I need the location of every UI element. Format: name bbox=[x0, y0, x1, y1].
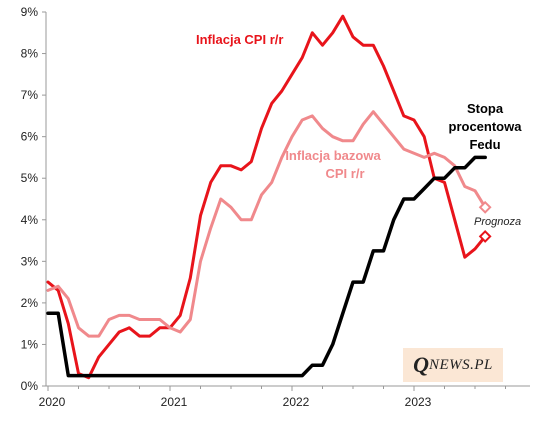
y-tick-label: 4% bbox=[21, 213, 39, 227]
forecast-label: Prognoza bbox=[474, 216, 521, 228]
core-cpi-forecast-marker bbox=[478, 200, 492, 214]
fed-series-label-line2: procentowa bbox=[449, 119, 523, 134]
x-axis-ticks: 2020 2021 2022 2023 bbox=[39, 386, 506, 409]
core-series-label-line1: Inflacja bazowa bbox=[285, 148, 381, 163]
fed-rate-series-line bbox=[46, 155, 487, 378]
x-tick-label: 2021 bbox=[161, 395, 188, 409]
y-tick-label: 6% bbox=[21, 130, 39, 144]
fed-series-label-line3: Fedu bbox=[469, 137, 500, 152]
y-tick-label: 2% bbox=[21, 296, 39, 310]
logo-q: Q bbox=[413, 352, 429, 377]
y-tick-label: 1% bbox=[21, 337, 39, 351]
y-tick-label: 5% bbox=[21, 171, 39, 185]
y-tick-label: 8% bbox=[21, 47, 39, 61]
logo-text: NEWS.PL bbox=[428, 356, 493, 373]
core-cpi-series-line bbox=[46, 110, 487, 338]
y-tick-label: 3% bbox=[21, 254, 39, 268]
qnews-logo: Q NEWS.PL bbox=[403, 348, 503, 382]
cpi-series-label: Inflacja CPI r/r bbox=[196, 32, 283, 47]
y-axis-ticks: 0% 1% 2% 3% 4% 5% 6% 7% 8% 9% bbox=[21, 5, 46, 393]
y-tick-label: 0% bbox=[21, 379, 39, 393]
cpi-series-line bbox=[46, 14, 487, 380]
forecast-markers bbox=[478, 200, 492, 243]
y-tick-label: 9% bbox=[21, 5, 39, 19]
x-tick-label: 2023 bbox=[405, 395, 432, 409]
core-series-label-line2: CPI r/r bbox=[325, 166, 364, 181]
x-tick-label: 2020 bbox=[39, 395, 66, 409]
fed-series-label-line1: Stopa bbox=[467, 101, 504, 116]
axes bbox=[45, 12, 530, 387]
cpi-forecast-marker bbox=[478, 229, 492, 243]
x-tick-label: 2022 bbox=[283, 395, 310, 409]
series-lines bbox=[46, 14, 487, 380]
y-tick-label: 7% bbox=[21, 88, 39, 102]
